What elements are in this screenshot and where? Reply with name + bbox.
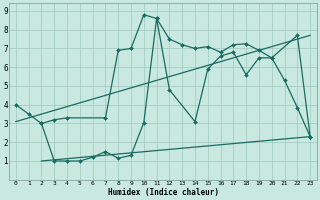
X-axis label: Humidex (Indice chaleur): Humidex (Indice chaleur) <box>108 188 219 197</box>
